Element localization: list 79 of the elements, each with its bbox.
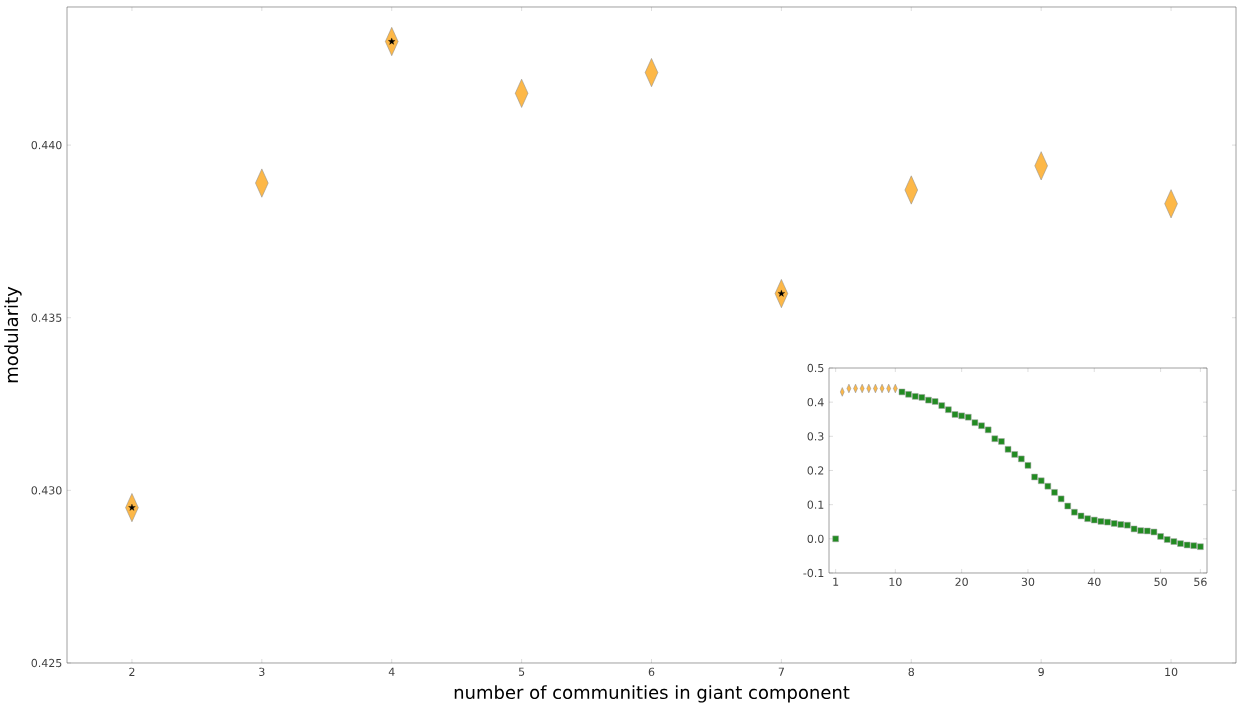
point — [1071, 508, 1078, 516]
x-tick-label: 3 — [259, 667, 265, 677]
point — [1064, 502, 1071, 510]
y-tick-label: 0.3 — [807, 432, 824, 441]
x-tick-label: 4 — [388, 667, 395, 676]
y-tick-label: 0.430 — [31, 486, 62, 495]
point — [1091, 516, 1098, 524]
point — [1144, 527, 1151, 535]
point — [898, 388, 906, 396]
x-tick-label: 1 — [833, 577, 839, 586]
x-tick-label: 40 — [1087, 577, 1101, 587]
x-tick-label: 6 — [648, 667, 655, 677]
x-tick-label: 10 — [889, 577, 902, 587]
point — [832, 535, 839, 543]
point — [1011, 451, 1018, 458]
x-tick-label: 9 — [1038, 667, 1044, 677]
point — [1177, 540, 1184, 547]
point — [1057, 495, 1065, 503]
x-tick-label: 56 — [1194, 577, 1207, 587]
point — [1190, 542, 1197, 549]
y-tick-label: -0.1 — [803, 568, 824, 578]
point — [912, 393, 919, 400]
point — [938, 402, 945, 409]
point — [991, 435, 999, 442]
point — [905, 391, 912, 398]
point — [1038, 477, 1045, 484]
point — [984, 426, 992, 434]
point — [1164, 536, 1171, 543]
point — [1197, 543, 1204, 550]
point — [1004, 446, 1012, 453]
x-tick-label: 7 — [778, 667, 784, 676]
point — [918, 394, 926, 401]
y-tick-label: 0.4 — [807, 398, 824, 407]
x-tick-label: 20 — [955, 577, 968, 587]
point — [965, 413, 972, 421]
point — [1130, 525, 1138, 533]
x-tick-label: 5 — [518, 667, 525, 676]
point — [978, 422, 985, 429]
point — [998, 438, 1005, 445]
point — [1110, 520, 1118, 527]
point — [1097, 518, 1105, 525]
point — [1031, 473, 1038, 481]
point — [931, 398, 939, 405]
x-tick-label: 10 — [1165, 667, 1178, 677]
x-axis-title: number of communities in giant component — [454, 685, 850, 703]
y-axis-title: modularity — [4, 286, 22, 383]
point — [1051, 489, 1058, 496]
x-tick-label: 30 — [1021, 577, 1035, 587]
x-tick-label: 2 — [129, 667, 135, 676]
point — [1044, 483, 1052, 490]
y-tick-label: 0.0 — [807, 534, 824, 543]
point — [128, 503, 136, 511]
point — [1117, 521, 1125, 528]
point — [1137, 527, 1144, 534]
point — [1150, 528, 1158, 536]
x-tick-label: 8 — [908, 667, 915, 677]
y-tick-label: 0.425 — [31, 658, 62, 668]
point — [1024, 462, 1032, 469]
point — [1077, 512, 1085, 520]
y-tick-label: 0.5 — [807, 363, 824, 373]
y-tick-label: 0.435 — [31, 313, 62, 322]
point — [1170, 538, 1178, 545]
point — [958, 412, 965, 420]
point — [1104, 518, 1111, 526]
y-tick-label: 0.440 — [31, 140, 62, 150]
point — [945, 406, 952, 413]
point — [1124, 521, 1131, 529]
point — [777, 289, 785, 297]
point — [1018, 455, 1025, 463]
y-tick-label: 0.2 — [807, 466, 824, 475]
point — [1183, 541, 1191, 549]
point — [388, 37, 396, 45]
x-tick-label: 50 — [1154, 577, 1167, 587]
point — [951, 411, 959, 418]
y-tick-label: 0.1 — [807, 500, 824, 509]
point — [925, 396, 932, 404]
point — [971, 419, 979, 426]
point — [1157, 533, 1164, 540]
point — [1084, 515, 1091, 522]
